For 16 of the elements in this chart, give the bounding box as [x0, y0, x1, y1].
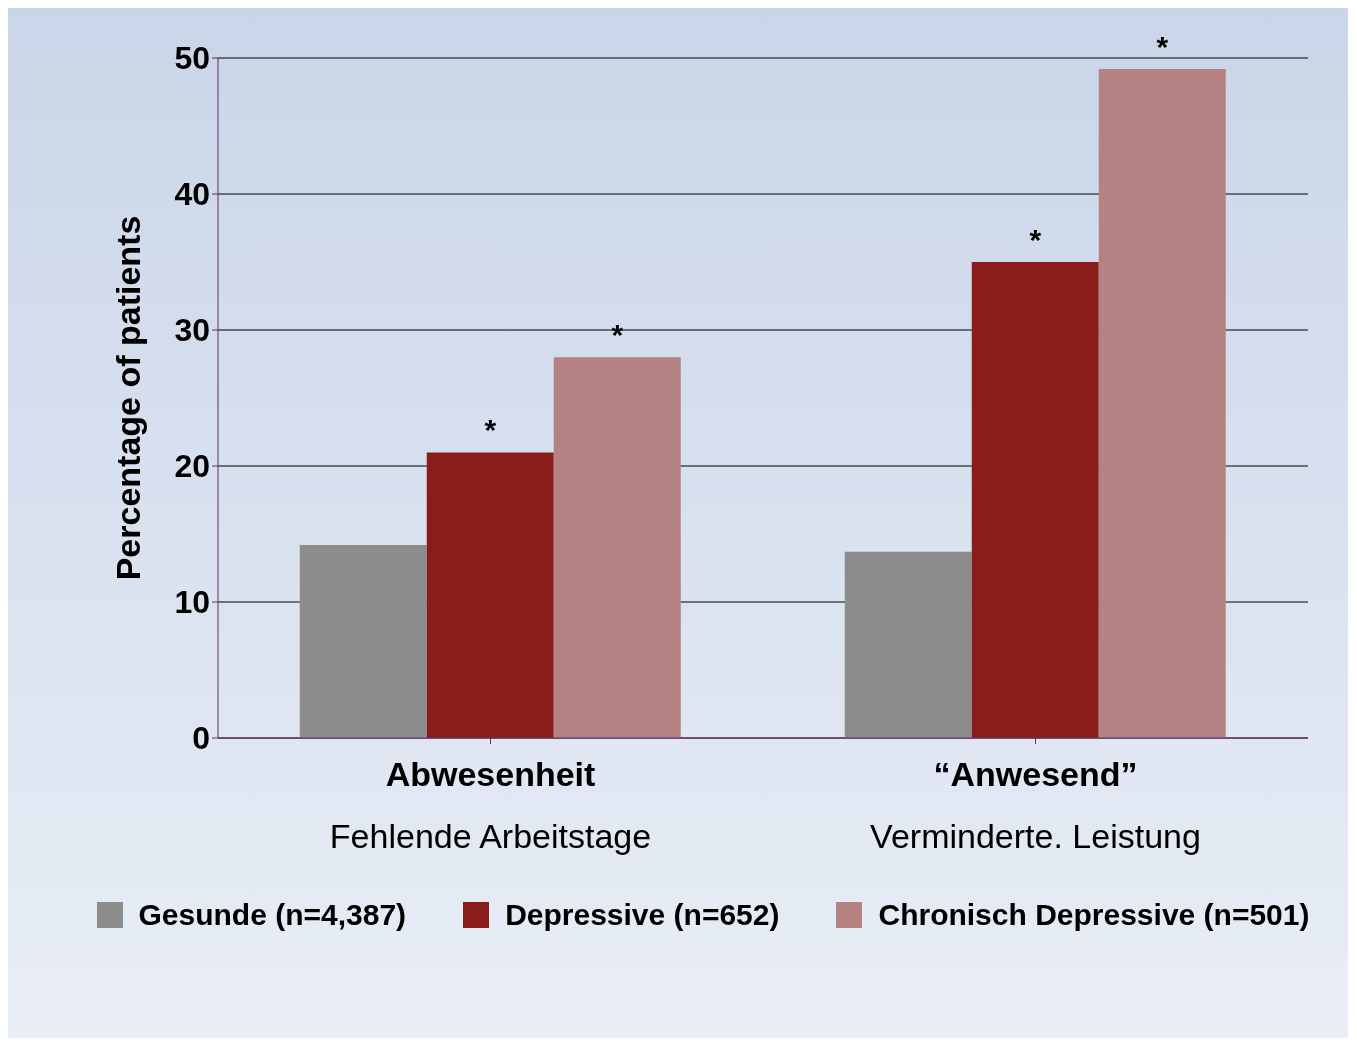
data-label: *	[1029, 223, 1042, 256]
data-label: *	[611, 318, 624, 352]
y-tick-label: 10	[174, 584, 210, 621]
data-label: *	[484, 413, 497, 447]
data-label: *	[1156, 29, 1169, 63]
x-tick-label: Abwesenheit Fehlende Arbeitstage	[329, 755, 652, 855]
legend-label: Chronisch Depressive (n=501)	[878, 898, 1310, 932]
y-axis-title: Percentage of patients	[109, 215, 148, 581]
y-tick-label: 40	[174, 176, 210, 213]
x-tick-label: “Anwesend” Verminderte. Leistung	[870, 755, 1201, 855]
y-tick-label: 50	[174, 40, 210, 77]
legend-label: Gesunde (n=4,387)	[138, 898, 407, 932]
y-tick-label: 20	[174, 448, 210, 485]
legend-label: Depressive (n=652)	[505, 898, 780, 932]
y-tick-label: 30	[174, 312, 210, 349]
y-tick-label: 0	[192, 720, 210, 757]
